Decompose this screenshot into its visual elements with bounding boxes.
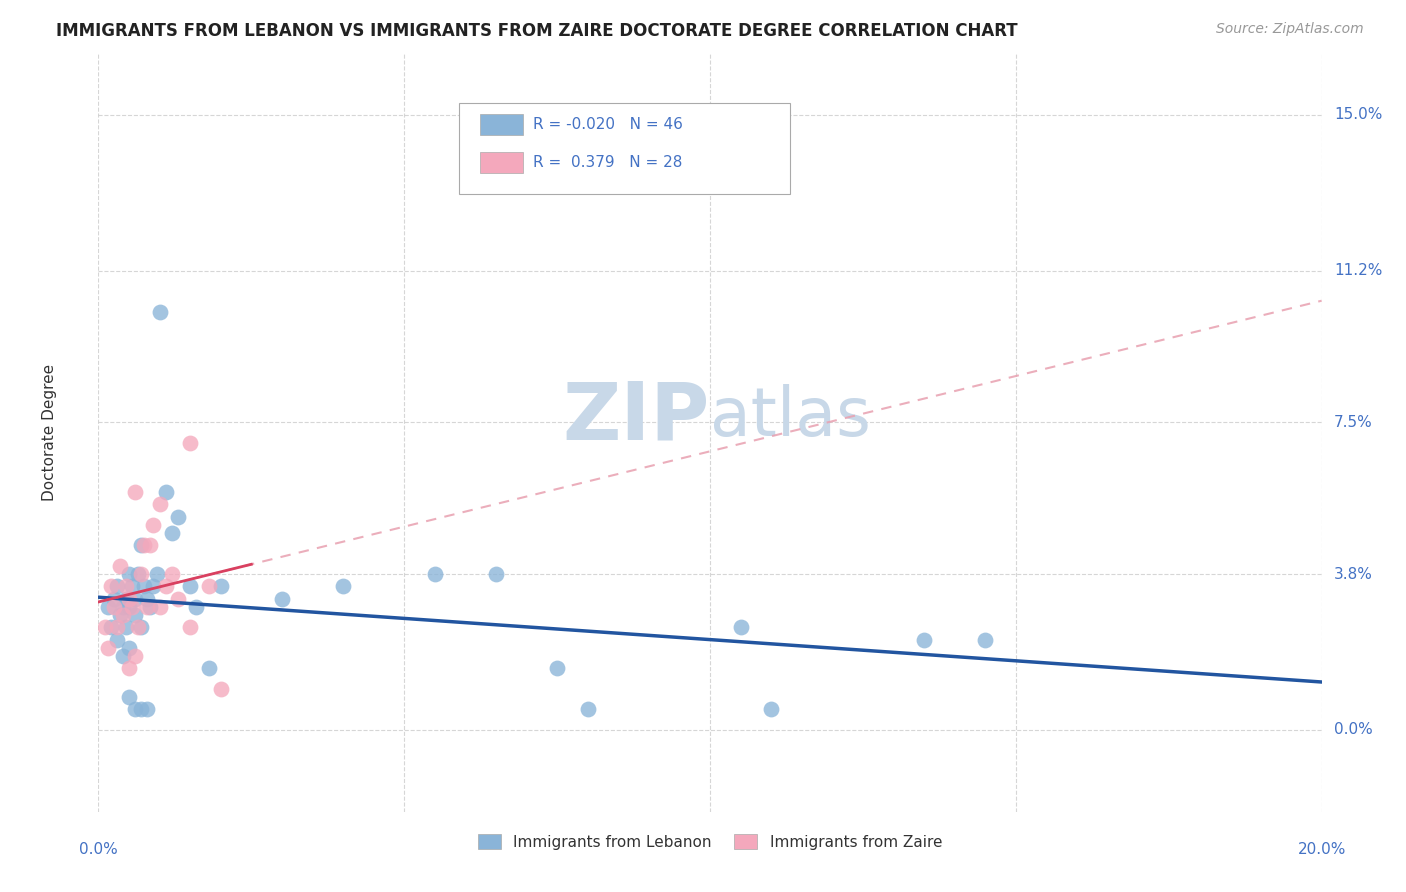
Point — [576, 702, 599, 716]
Point — [121, 599, 143, 614]
Point — [974, 632, 997, 647]
Point — [485, 567, 508, 582]
Point — [127, 567, 149, 582]
FancyBboxPatch shape — [479, 152, 523, 173]
Point — [149, 304, 172, 318]
Text: R =  0.379   N = 28: R = 0.379 N = 28 — [533, 155, 682, 170]
Point — [129, 620, 152, 634]
Point — [186, 599, 208, 614]
Point — [129, 567, 152, 582]
Point — [118, 599, 141, 614]
Point — [149, 497, 172, 511]
Point — [160, 526, 183, 541]
Text: 0.0%: 0.0% — [79, 842, 118, 857]
Point — [111, 607, 134, 622]
Point — [124, 702, 146, 716]
Point — [142, 517, 165, 532]
Point — [136, 591, 159, 606]
Text: 15.0%: 15.0% — [1334, 108, 1382, 122]
Point — [197, 661, 219, 675]
Point — [546, 661, 568, 675]
Point — [160, 567, 183, 582]
Point — [167, 509, 190, 524]
Point — [124, 648, 146, 663]
Point — [179, 435, 201, 450]
Point — [167, 591, 190, 606]
Point — [118, 690, 141, 704]
Point — [179, 579, 201, 593]
Point — [197, 579, 219, 593]
Point — [103, 591, 125, 606]
Point — [149, 599, 172, 614]
Point — [179, 620, 201, 634]
Point — [423, 567, 446, 582]
Point — [111, 648, 134, 663]
Point — [118, 661, 141, 675]
Point — [209, 681, 232, 696]
Text: 3.8%: 3.8% — [1334, 566, 1372, 582]
Point — [121, 579, 143, 593]
Point — [103, 599, 125, 614]
Point — [124, 591, 146, 606]
Point — [118, 591, 141, 606]
Text: 11.2%: 11.2% — [1334, 263, 1382, 278]
Point — [332, 579, 354, 593]
Point — [100, 620, 122, 634]
Point — [129, 538, 152, 552]
Text: Source: ZipAtlas.com: Source: ZipAtlas.com — [1216, 22, 1364, 37]
Point — [142, 579, 165, 593]
Text: R = -0.020   N = 46: R = -0.020 N = 46 — [533, 117, 682, 132]
Text: ZIP: ZIP — [562, 378, 710, 457]
Text: IMMIGRANTS FROM LEBANON VS IMMIGRANTS FROM ZAIRE DOCTORATE DEGREE CORRELATION CH: IMMIGRANTS FROM LEBANON VS IMMIGRANTS FR… — [56, 22, 1018, 40]
Point — [730, 620, 752, 634]
Point — [761, 702, 783, 716]
Point — [136, 702, 159, 716]
Point — [97, 640, 120, 655]
Point — [105, 579, 128, 593]
Point — [136, 599, 159, 614]
Text: Doctorate Degree: Doctorate Degree — [42, 364, 58, 501]
FancyBboxPatch shape — [460, 103, 790, 194]
Text: 0.0%: 0.0% — [1334, 723, 1372, 738]
Point — [139, 538, 162, 552]
Point — [118, 640, 141, 655]
Point — [100, 579, 122, 593]
Point — [111, 599, 134, 614]
Point — [105, 632, 128, 647]
Point — [129, 702, 152, 716]
Point — [134, 538, 156, 552]
Point — [145, 567, 167, 582]
Point — [209, 579, 232, 593]
Legend: Immigrants from Lebanon, Immigrants from Zaire: Immigrants from Lebanon, Immigrants from… — [470, 826, 950, 857]
Point — [124, 485, 146, 500]
Point — [155, 579, 177, 593]
Point — [118, 567, 141, 582]
Point — [115, 620, 138, 634]
Point — [127, 620, 149, 634]
Point — [108, 607, 131, 622]
Point — [108, 558, 131, 573]
Point — [97, 599, 120, 614]
Text: 20.0%: 20.0% — [1298, 842, 1346, 857]
Point — [270, 591, 294, 606]
Point — [115, 591, 138, 606]
Text: 7.5%: 7.5% — [1334, 415, 1372, 430]
Point — [912, 632, 935, 647]
Point — [124, 607, 146, 622]
Point — [139, 599, 162, 614]
Point — [105, 620, 128, 634]
Point — [155, 485, 177, 500]
FancyBboxPatch shape — [479, 114, 523, 136]
Point — [134, 579, 156, 593]
Point — [93, 620, 115, 634]
Text: atlas: atlas — [710, 384, 870, 450]
Point — [115, 579, 138, 593]
